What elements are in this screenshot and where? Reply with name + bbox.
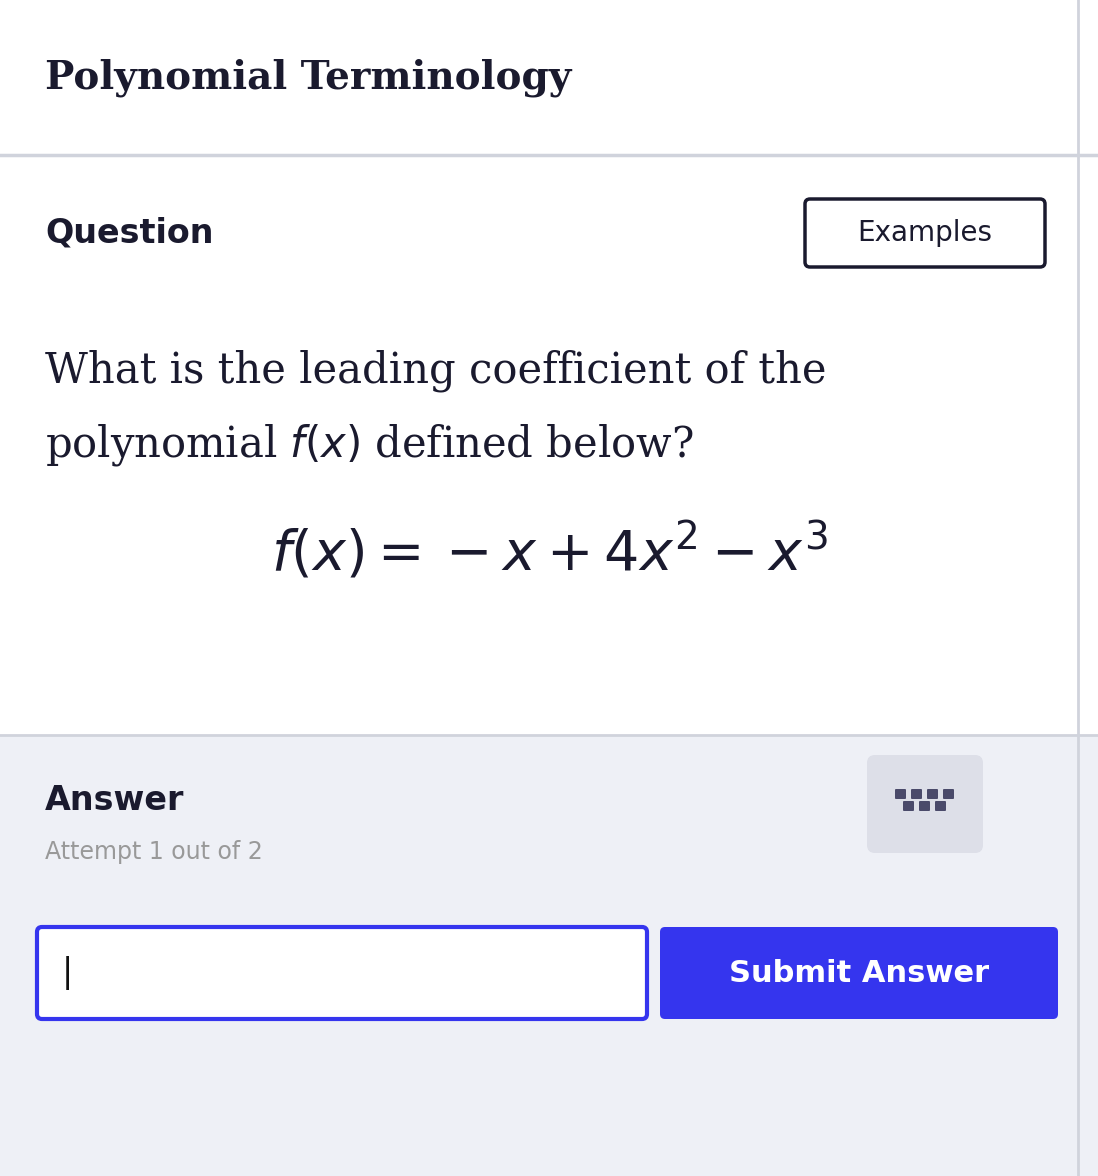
FancyBboxPatch shape: [805, 199, 1045, 267]
FancyBboxPatch shape: [927, 789, 938, 799]
FancyBboxPatch shape: [919, 801, 930, 811]
FancyBboxPatch shape: [935, 801, 946, 811]
Text: Answer: Answer: [45, 783, 184, 816]
Text: What is the leading coefficient of the: What is the leading coefficient of the: [45, 350, 827, 393]
FancyBboxPatch shape: [37, 927, 647, 1018]
FancyBboxPatch shape: [903, 801, 914, 811]
Text: Attempt 1 out of 2: Attempt 1 out of 2: [45, 840, 262, 864]
FancyBboxPatch shape: [911, 789, 922, 799]
FancyBboxPatch shape: [0, 0, 1098, 155]
FancyBboxPatch shape: [0, 155, 1098, 735]
Text: Question: Question: [45, 216, 213, 249]
Text: Submit Answer: Submit Answer: [729, 958, 989, 988]
FancyBboxPatch shape: [867, 755, 983, 853]
Text: polynomial $f(x)$ defined below?: polynomial $f(x)$ defined below?: [45, 422, 694, 468]
Text: $f(x) = -x + 4x^2 - x^3$: $f(x) = -x + 4x^2 - x^3$: [270, 521, 828, 583]
FancyBboxPatch shape: [0, 735, 1098, 1176]
FancyBboxPatch shape: [943, 789, 954, 799]
Text: |: |: [61, 956, 74, 990]
FancyBboxPatch shape: [895, 789, 906, 799]
Text: Polynomial Terminology: Polynomial Terminology: [45, 59, 571, 98]
Text: Examples: Examples: [858, 219, 993, 247]
FancyBboxPatch shape: [660, 927, 1058, 1018]
